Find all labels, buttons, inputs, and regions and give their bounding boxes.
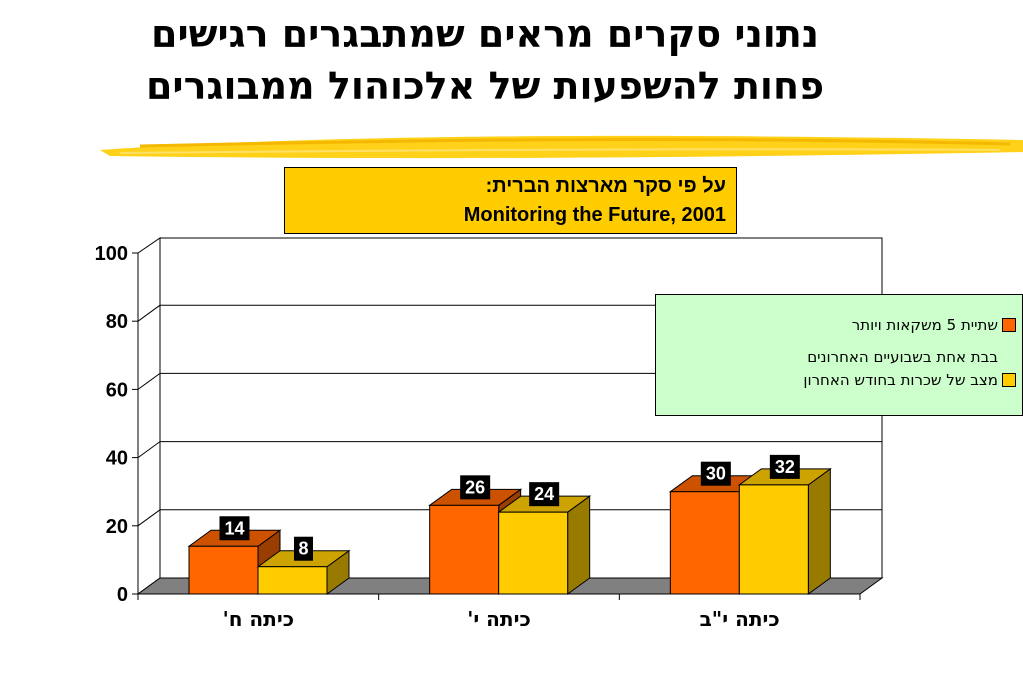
- y-tick-label: 60: [106, 379, 128, 401]
- data-labels: 14 8 26 24 30 32: [219, 454, 800, 561]
- bar: [497, 495, 592, 595]
- bar-side: [807, 467, 831, 595]
- bar-front: [669, 491, 740, 595]
- data-label: 26: [460, 475, 491, 500]
- y-tick-label: 0: [117, 584, 128, 606]
- bar: [737, 467, 832, 595]
- source-box: על פי סקר מארצות הברית: Monitoring the F…: [284, 167, 737, 234]
- data-label-text: 8: [298, 539, 308, 559]
- data-label-bg: [700, 461, 731, 486]
- y-tick-label: 100: [95, 243, 128, 265]
- data-label-text: 14: [224, 518, 244, 538]
- side-wall: [137, 237, 161, 595]
- title-brush-stroke: [100, 135, 1023, 159]
- gridline-side: [137, 441, 161, 459]
- legend: שתיית 5 משקאות ויותר בבת אחת בשבועיים הא…: [655, 294, 1023, 416]
- legend-entry-1-line-2: בבת אחת בשבועיים האחרונים: [807, 348, 998, 366]
- legend-swatch-orange: [1002, 318, 1016, 332]
- data-label-bg: [460, 475, 491, 500]
- bar-front: [257, 566, 328, 595]
- source-line-2: Monitoring the Future, 2001: [463, 204, 726, 226]
- y-axis-ticks: 0 20 40 60 80 100: [95, 243, 138, 606]
- data-label-bg: [294, 536, 313, 561]
- bar-side: [567, 495, 591, 595]
- data-label: 30: [700, 461, 731, 486]
- slide-title: נתוני סקרים מראים שמתבגרים רגישים פחות ל…: [60, 8, 910, 112]
- legend-entry-1-line-1: שתיית 5 משקאות ויותר: [851, 316, 998, 334]
- bars: [187, 467, 832, 595]
- source-line-1: על פי סקר מארצות הברית:: [485, 175, 726, 197]
- data-label: 8: [294, 536, 313, 561]
- x-category-label: כיתה ח': [223, 607, 294, 631]
- y-tick-label: 20: [106, 516, 128, 538]
- data-label-text: 32: [775, 457, 795, 477]
- gridline-side: [137, 509, 161, 527]
- data-label-bg: [529, 482, 560, 507]
- slide-title-line-1: נתוני סקרים מראים שמתבגרים רגישים: [150, 12, 820, 56]
- data-label-text: 30: [706, 464, 726, 484]
- bar-front: [429, 504, 500, 595]
- x-axis-ticks: כיתה ח' כיתה י' כיתה י"ב: [137, 594, 861, 631]
- legend-swatch-yellow: [1002, 373, 1016, 387]
- gridline-side: [137, 372, 161, 390]
- y-tick-label: 40: [106, 448, 128, 470]
- bar-front: [738, 484, 809, 595]
- data-label-bg: [219, 516, 250, 541]
- slide-title-line-2: פחות להשפעות של אלכוהול ממבוגרים: [145, 64, 825, 108]
- gridline-side: [137, 304, 161, 322]
- legend-entry-2: מצב של שכרות בחודש האחרון: [803, 371, 998, 389]
- bar-front: [188, 545, 259, 595]
- data-label-text: 26: [465, 477, 485, 497]
- data-label: 24: [529, 482, 560, 507]
- x-category-label: כיתה י': [467, 607, 531, 631]
- bar-front: [498, 511, 569, 595]
- data-label: 14: [219, 516, 250, 541]
- data-label-bg: [769, 454, 800, 479]
- data-label-text: 24: [534, 484, 554, 504]
- x-category-label: כיתה י"ב: [700, 607, 780, 631]
- data-label: 32: [769, 454, 800, 479]
- y-tick-label: 80: [106, 311, 128, 333]
